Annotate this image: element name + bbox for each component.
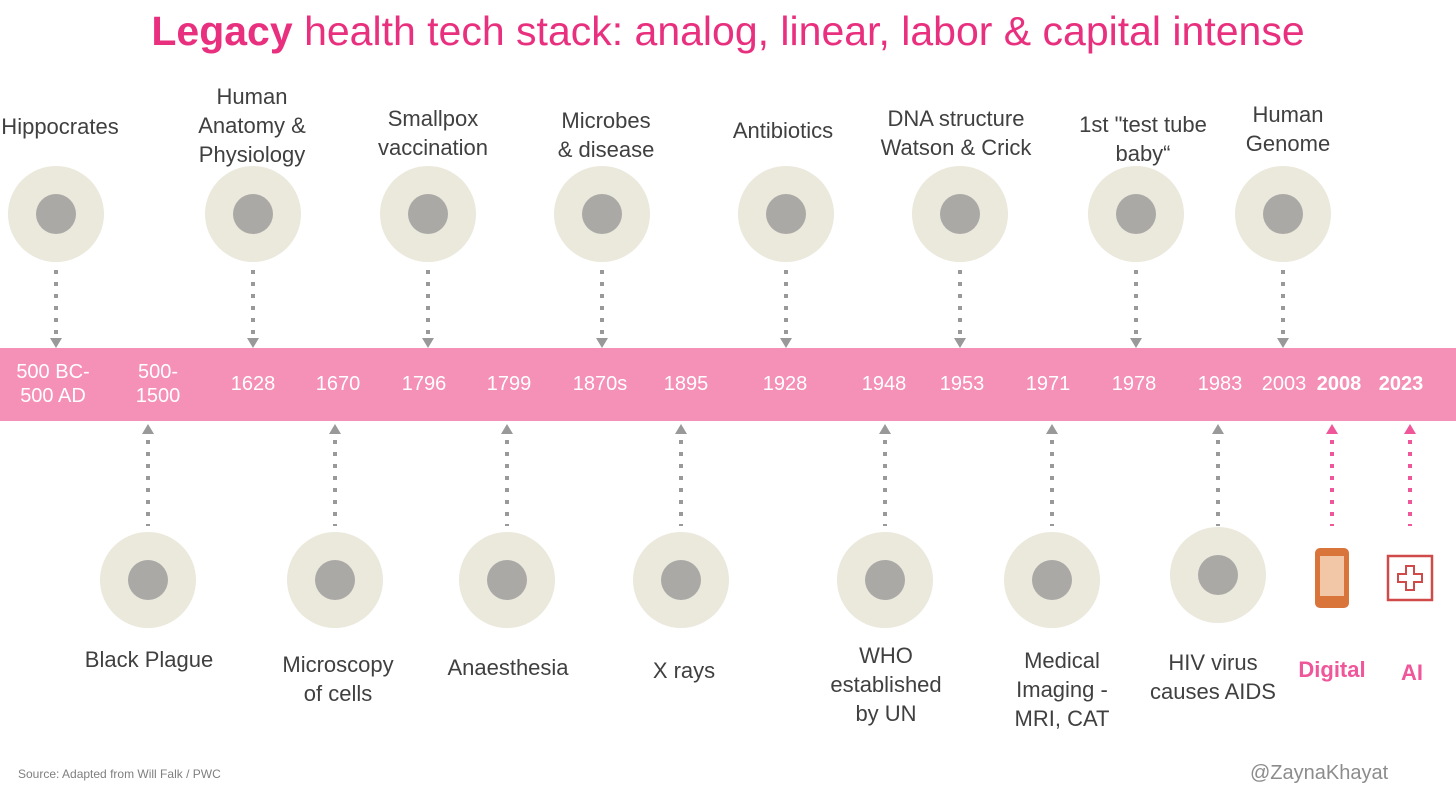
arrow-head	[1046, 424, 1058, 434]
icon-glyph	[940, 194, 980, 234]
year-label: 500- 1500	[135, 361, 181, 407]
icon-glyph	[408, 194, 448, 234]
top-event-label: Smallpox vaccination	[377, 106, 489, 160]
year-label: 1953	[939, 373, 985, 395]
timeline-band	[0, 348, 1456, 421]
arrow-head	[879, 424, 891, 434]
year-label: 1799	[486, 373, 532, 395]
icon-glyph	[36, 194, 76, 234]
top-event-label: DNA structure Watson & Crick	[880, 106, 1032, 160]
top-event-label: Antibiotics	[732, 118, 834, 143]
arrow-head	[1404, 424, 1416, 434]
ai-cross	[1397, 565, 1423, 591]
title: Legacy health tech stack: analog, linear…	[0, 8, 1456, 55]
icon-glyph	[766, 194, 806, 234]
arrow-head	[1326, 424, 1338, 434]
icon-glyph	[1198, 555, 1238, 595]
arrow-head	[596, 338, 608, 348]
top-event-label: Hippocrates	[1, 114, 119, 139]
arrow-head	[954, 338, 966, 348]
icon-glyph	[1032, 560, 1072, 600]
year-label: 1870s	[572, 373, 628, 395]
bottom-event-label: AI	[1401, 660, 1423, 685]
year-label: 1948	[861, 373, 907, 395]
handle: @ZaynaKhayat	[1250, 762, 1389, 784]
bottom-event-label: Medical Imaging - MRI, CAT	[1014, 648, 1110, 731]
ai-icon	[1386, 554, 1434, 602]
year-label: 1928	[762, 373, 808, 395]
top-event-label: 1st "test tube baby“	[1079, 112, 1207, 166]
arrow-head	[1277, 338, 1289, 348]
year-label: 1971	[1025, 373, 1071, 395]
icon-glyph	[233, 194, 273, 234]
arrow-head	[675, 424, 687, 434]
top-event-label: Microbes & disease	[557, 108, 655, 162]
arrow-head	[422, 338, 434, 348]
year-label: 1895	[663, 373, 709, 395]
year-label: 1670	[315, 373, 361, 395]
icon-glyph	[128, 560, 168, 600]
year-label: 1628	[230, 373, 276, 395]
source: Source: Adapted from Will Falk / PWC	[18, 767, 221, 781]
arrow-head	[780, 338, 792, 348]
year-label: 2003	[1261, 373, 1307, 395]
arrow-head	[142, 424, 154, 434]
bottom-event-label: Black Plague	[84, 647, 214, 672]
icon-glyph	[315, 560, 355, 600]
icon-glyph	[1116, 194, 1156, 234]
arrow-head	[1130, 338, 1142, 348]
arrow-head	[247, 338, 259, 348]
icon-glyph	[1263, 194, 1303, 234]
year-label: 1983	[1197, 373, 1243, 395]
arrow-head	[1212, 424, 1224, 434]
bottom-event-label: X rays	[652, 658, 716, 683]
icon-glyph	[661, 560, 701, 600]
icon-glyph	[865, 560, 905, 600]
bottom-event-label: Anaesthesia	[447, 655, 569, 680]
year-label: 500 BC- 500 AD	[16, 361, 90, 407]
year-label: 1978	[1111, 373, 1157, 395]
bottom-event-label: Digital	[1298, 657, 1366, 682]
icon-glyph	[582, 194, 622, 234]
title-bold: Legacy	[151, 8, 293, 54]
bottom-event-label: WHO established by UN	[830, 643, 942, 726]
bottom-event-label: Microscopy of cells	[282, 652, 394, 706]
year-label: 2023	[1378, 373, 1424, 395]
arrow-head	[50, 338, 62, 348]
top-event-label: Human Genome	[1245, 102, 1331, 156]
phone-screen	[1320, 556, 1344, 596]
year-label: 2008	[1316, 373, 1362, 395]
bottom-event-label: HIV virus causes AIDS	[1150, 650, 1276, 704]
top-event-label: Human Anatomy & Physiology	[198, 84, 306, 167]
arrow-head	[329, 424, 341, 434]
title-rest: health tech stack: analog, linear, labor…	[292, 8, 1305, 54]
icon-glyph	[487, 560, 527, 600]
year-label: 1796	[401, 373, 447, 395]
arrow-head	[501, 424, 513, 434]
